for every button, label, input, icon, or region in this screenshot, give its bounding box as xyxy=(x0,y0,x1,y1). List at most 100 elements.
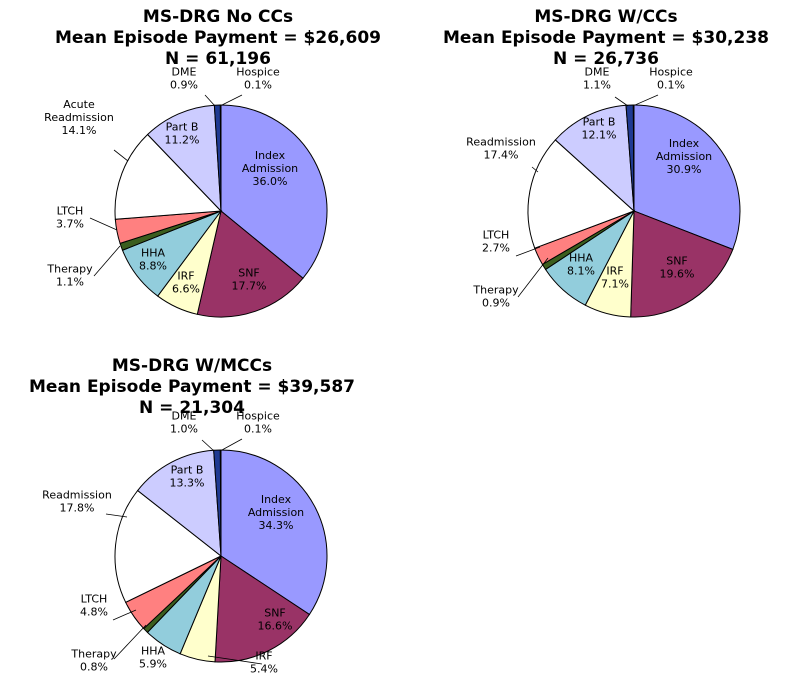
leader-line-acute-readmission xyxy=(113,149,129,162)
slice-label-therapy: Therapy 1.1% xyxy=(46,263,93,289)
leader-line-hospice xyxy=(221,94,243,106)
pie-slice-readmission xyxy=(114,489,222,603)
pie-slice-index-admission xyxy=(220,104,328,279)
pie-slice-hospice xyxy=(219,104,222,212)
slice-label-line: Therapy xyxy=(46,263,93,276)
slice-label-line: Index xyxy=(261,493,292,506)
slice-label-hospice: Hospice 0.1% xyxy=(236,66,280,92)
leader-line-dme xyxy=(204,94,216,107)
chart-title-line: MS-DRG No CCs xyxy=(143,7,293,27)
slice-label-line: 1.0% xyxy=(170,423,198,436)
leader-line-readmission xyxy=(531,166,539,173)
slice-label-snf: SNF 17.7% xyxy=(232,267,267,293)
leader-line-therapy xyxy=(93,245,121,277)
slice-label-line: Therapy xyxy=(472,284,519,297)
pie-slice-index-admission xyxy=(633,104,741,251)
slice-label-irf: IRF 6.6% xyxy=(172,270,200,296)
slice-label-acute-readmission: Acute Readmission 14.1% xyxy=(44,98,114,137)
slice-label-dme: DME 1.0% xyxy=(170,410,198,436)
slice-label-line: 19.6% xyxy=(660,268,695,281)
pie-slices xyxy=(114,449,328,663)
pie-chart-w-mccs: MS-DRG W/MCCs Mean Episode Payment = $39… xyxy=(29,356,355,676)
slice-label-line: 0.1% xyxy=(244,423,272,436)
slice-label-line: 34.3% xyxy=(259,519,294,532)
slice-label-line: 17.4% xyxy=(484,149,519,162)
leader-line-ltch xyxy=(515,246,541,257)
pie-slices xyxy=(114,104,328,318)
slice-label-line: 2.7% xyxy=(482,242,510,255)
leader-line-readmission xyxy=(105,513,128,518)
slice-label-irf: IRF 7.1% xyxy=(601,265,629,291)
slice-label-line: 17.7% xyxy=(232,280,267,293)
slice-label-line: HHA xyxy=(141,645,166,658)
chart-title-line: MS-DRG W/MCCs xyxy=(112,356,272,376)
leader-line-ltch xyxy=(112,609,137,621)
leader-line-therapy xyxy=(113,624,147,660)
pie-slice-hospice xyxy=(219,449,222,557)
slice-label-line: IRF xyxy=(255,650,272,663)
leader-line-hospice xyxy=(221,438,243,451)
slice-label-hha: HHA 5.9% xyxy=(139,645,167,671)
slice-label-hha: HHA 8.8% xyxy=(139,247,167,273)
slice-label-ltch: LTCH 2.7% xyxy=(482,229,510,255)
slice-label-line: 0.9% xyxy=(170,79,198,92)
slice-label-line: Admission xyxy=(242,162,298,175)
leader-line-irf xyxy=(207,655,263,665)
chart-title-line: N = 61,196 xyxy=(165,49,271,69)
slice-label-line: Therapy xyxy=(70,648,117,661)
chart-title-line: N = 21,304 xyxy=(139,398,245,418)
slice-label-readmission: Readmission 17.4% xyxy=(466,136,536,162)
slice-label-index-admission: Index Admission 36.0% xyxy=(242,149,298,188)
slice-label-line: 30.9% xyxy=(667,163,702,176)
slice-label-part-b: Part B 13.3% xyxy=(170,464,205,490)
slice-label-line: Hospice xyxy=(649,66,693,79)
slice-label-line: 4.8% xyxy=(80,606,108,619)
slice-label-part-b: Part B 12.1% xyxy=(582,116,617,142)
slice-label-line: 16.6% xyxy=(258,620,293,633)
slice-label-hospice: Hospice 0.1% xyxy=(236,410,280,436)
pie-slice-readmission xyxy=(527,139,635,249)
slice-label-line: 5.4% xyxy=(250,663,278,676)
slice-label-line: 1.1% xyxy=(56,276,84,289)
slice-label-line: SNF xyxy=(666,255,688,268)
leader-line-dme xyxy=(614,96,629,107)
pie-slice-snf xyxy=(214,555,311,663)
slice-label-line: 5.9% xyxy=(139,658,167,671)
slice-label-line: IRF xyxy=(177,270,194,283)
slice-label-line: 0.1% xyxy=(244,79,272,92)
slice-label-line: Index xyxy=(669,137,700,150)
pie-slices xyxy=(527,104,741,318)
pie-slice-acute-readmission xyxy=(114,133,223,220)
slice-label-hospice: Hospice 0.1% xyxy=(649,66,693,92)
slice-label-line: 1.1% xyxy=(583,79,611,92)
slice-label-line: 11.2% xyxy=(165,134,200,147)
slice-label-line: HHA xyxy=(569,252,594,265)
slice-label-line: 36.0% xyxy=(253,175,288,188)
chart-title-line: MS-DRG W/CCs xyxy=(534,7,677,27)
leader-lines xyxy=(89,94,243,277)
slice-labels: Index Admission 34.3% SNF 16.6% IRF 5.4% HHA 5.9… xyxy=(42,410,304,676)
slice-label-line: Hospice xyxy=(236,66,280,79)
slice-label-therapy: Therapy 0.8% xyxy=(70,648,117,674)
chart-title-line: Mean Episode Payment = $30,238 xyxy=(443,28,769,48)
slice-label-line: 7.1% xyxy=(601,278,629,291)
pie-slice-snf xyxy=(630,210,734,318)
slice-label-line: 3.7% xyxy=(56,218,84,231)
slice-label-line: SNF xyxy=(238,267,260,280)
pie-slice-part-b xyxy=(146,104,222,213)
pie-slice-part-b xyxy=(554,104,635,213)
slice-label-line: 13.3% xyxy=(170,477,205,490)
pie-chart-w-ccs: MS-DRG W/CCs Mean Episode Payment = $30,… xyxy=(443,7,769,318)
slice-label-line: Part B xyxy=(171,464,204,477)
slice-label-line: 0.8% xyxy=(80,661,108,674)
slice-label-snf: SNF 19.6% xyxy=(660,255,695,281)
slice-label-line: Readmission xyxy=(466,136,536,149)
slice-label-line: LTCH xyxy=(483,229,510,242)
chart-title-line: Mean Episode Payment = $39,587 xyxy=(29,377,355,397)
slice-label-line: 8.1% xyxy=(567,265,595,278)
slice-label-ltch: LTCH 3.7% xyxy=(56,205,84,231)
leader-line-ltch xyxy=(89,217,118,231)
slice-label-irf: IRF 5.4% xyxy=(250,650,278,676)
slice-label-snf: SNF 16.6% xyxy=(258,607,293,633)
